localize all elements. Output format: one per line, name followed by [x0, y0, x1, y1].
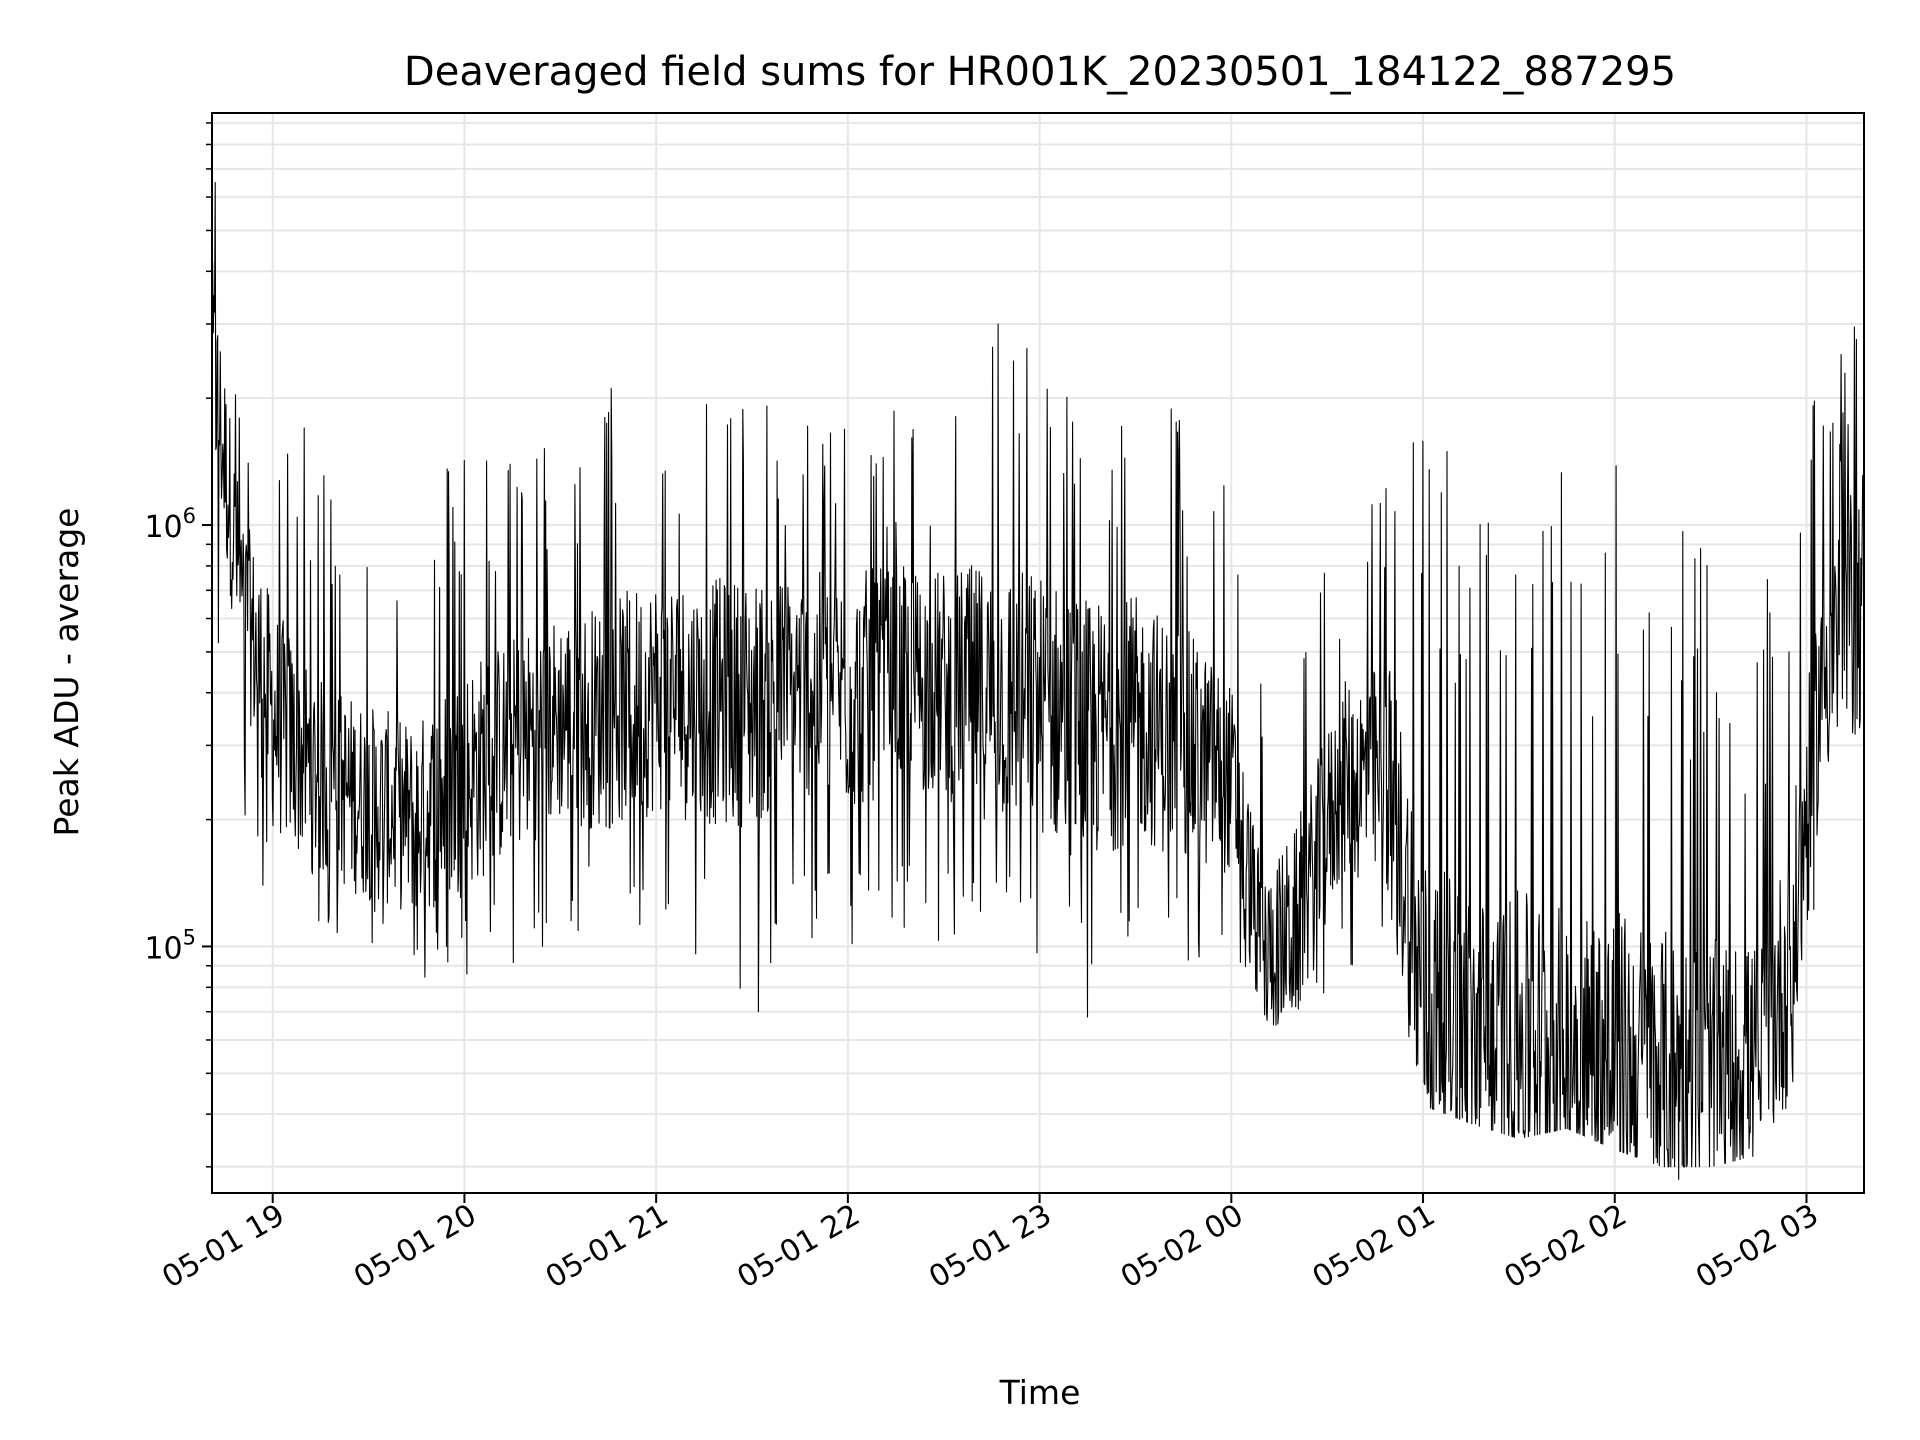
y-tick-label-base: 10	[144, 931, 182, 966]
y-tick-label: 105	[144, 925, 196, 966]
x-axis-label: Time	[999, 1373, 1081, 1412]
series-line	[211, 181, 1865, 1180]
y-tick-label-exponent: 6	[183, 504, 196, 528]
data-series	[211, 181, 1865, 1180]
y-tick-label-base: 10	[144, 510, 182, 545]
y-axis-label: Peak ADU - average	[47, 508, 86, 837]
y-tick-label-exponent: 5	[183, 925, 196, 949]
plot-frame	[211, 112, 1865, 1194]
y-tick-label: 106	[144, 504, 196, 545]
chart-title: Deaveraged field sums for HR001K_2023050…	[404, 49, 1676, 95]
